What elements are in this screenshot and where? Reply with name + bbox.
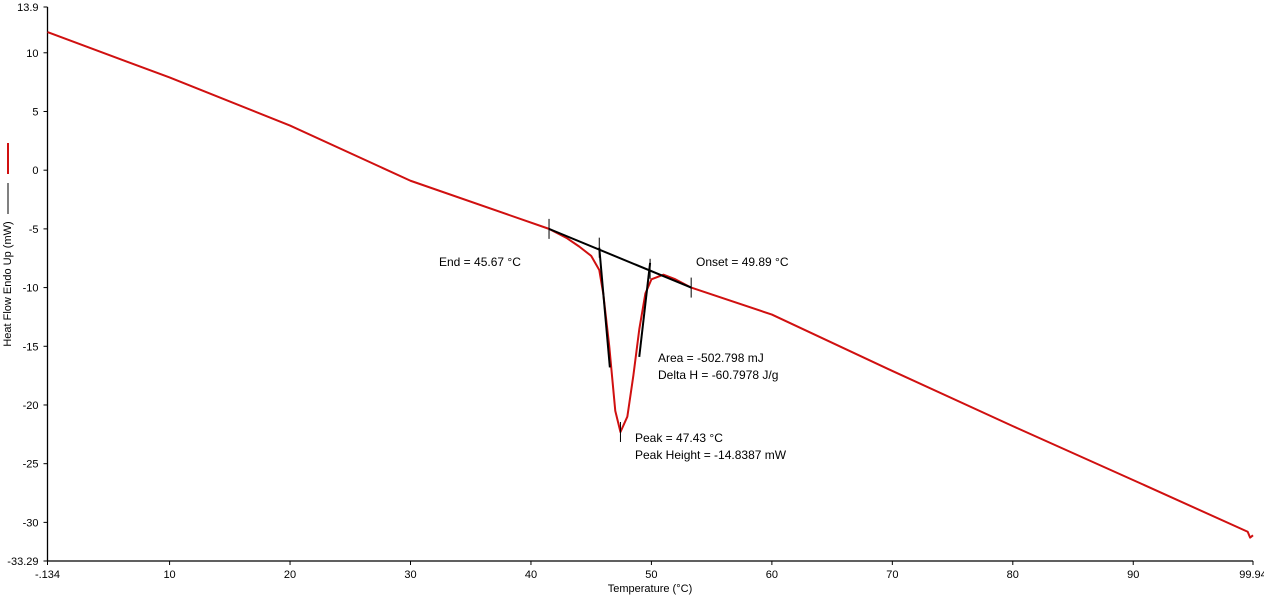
annotation-peak-height: Peak Height = -14.8387 mW bbox=[635, 448, 787, 462]
y-tick-label: 5 bbox=[32, 106, 38, 118]
annotation-onset: Onset = 49.89 °C bbox=[696, 255, 789, 269]
x-tick-label: 10 bbox=[163, 569, 175, 581]
x-tick-label: 70 bbox=[886, 569, 898, 581]
x-tick-label: 99.94 bbox=[1239, 569, 1264, 581]
x-tick-label: 30 bbox=[404, 569, 416, 581]
annotation-end: End = 45.67 °C bbox=[439, 255, 521, 269]
y-tick-label: -25 bbox=[23, 459, 39, 471]
x-tick-label: -.134 bbox=[35, 569, 60, 581]
x-tick-label: 20 bbox=[284, 569, 296, 581]
y-tick-label: -5 bbox=[29, 224, 39, 236]
y-tick-label: -30 bbox=[23, 517, 39, 529]
y-tick-label: -15 bbox=[23, 341, 39, 353]
x-axis-label: Temperature (°C) bbox=[607, 583, 693, 595]
x-tick-label: 80 bbox=[1007, 569, 1019, 581]
x-tick-label: 40 bbox=[525, 569, 537, 581]
x-tick-label: 50 bbox=[645, 569, 657, 581]
baseline-line bbox=[548, 227, 692, 289]
annotation-peak: Peak = 47.43 °C bbox=[635, 431, 723, 445]
y-tick-label: -33.29 bbox=[7, 556, 38, 568]
tangent-line bbox=[638, 262, 652, 357]
y-tick-label: -10 bbox=[23, 283, 39, 295]
x-tick-label: 60 bbox=[766, 569, 778, 581]
y-tick-label: 10 bbox=[26, 48, 38, 60]
y-tick-label: 0 bbox=[32, 165, 38, 177]
y-axis-label: Heat Flow Endo Up (mW) bbox=[2, 221, 14, 347]
y-tick-label: 13.9 bbox=[17, 2, 38, 14]
annotation-delta-h: Delta H = -60.7978 J/g bbox=[658, 368, 779, 382]
x-tick-label: 90 bbox=[1127, 569, 1139, 581]
y-tick-label: -20 bbox=[23, 400, 39, 412]
tangent-line bbox=[598, 247, 611, 368]
annotation-area: Area = -502.798 mJ bbox=[658, 351, 764, 365]
